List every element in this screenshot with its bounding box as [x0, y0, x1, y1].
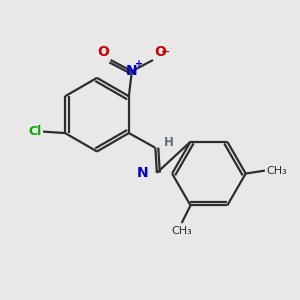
- Text: N: N: [126, 64, 138, 78]
- Text: O: O: [154, 45, 166, 58]
- Text: Cl: Cl: [28, 125, 42, 138]
- Text: O: O: [97, 45, 109, 58]
- Text: +: +: [135, 59, 143, 69]
- Text: CH₃: CH₃: [266, 166, 287, 176]
- Text: N: N: [137, 166, 148, 180]
- Text: H: H: [164, 136, 173, 149]
- Text: CH₃: CH₃: [171, 226, 192, 236]
- Text: −: −: [161, 47, 170, 57]
